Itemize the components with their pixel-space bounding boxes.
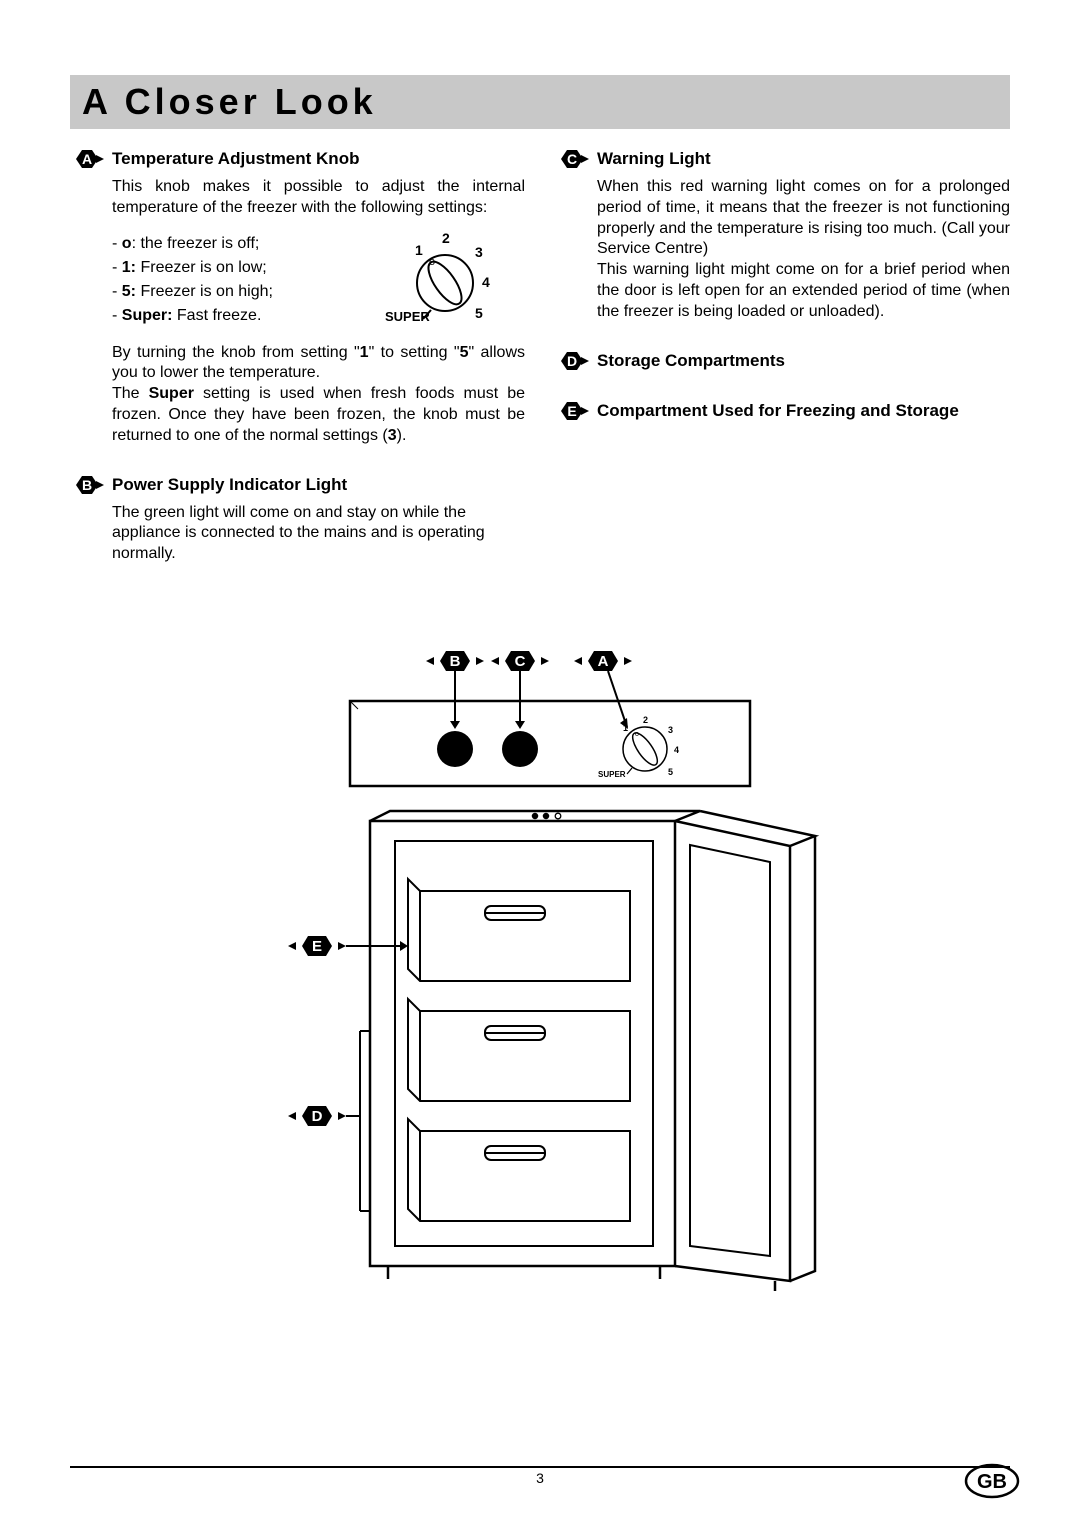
country-badge: GB xyxy=(964,1463,1020,1504)
section-a-para2: By turning the knob from setting "1" to … xyxy=(112,343,525,385)
section-c-body2: This warning light might come on for a b… xyxy=(597,260,1010,322)
section-a-title: Temperature Adjustment Knob xyxy=(112,149,359,169)
freezer-diagram: 1 2 3 4 5 SUPER o B xyxy=(70,631,1010,1291)
page-title: A Closer Look xyxy=(82,81,998,123)
section-c-head: C Warning Light xyxy=(555,147,1010,171)
section-c: C Warning Light When this red warning li… xyxy=(555,147,1010,323)
setting-0: - o: the freezer is off; xyxy=(112,232,273,256)
svg-text:SUPER: SUPER xyxy=(598,770,626,779)
title-bar: A Closer Look xyxy=(70,75,1010,129)
svg-text:2: 2 xyxy=(643,715,648,725)
svg-text:SUPER: SUPER xyxy=(385,309,430,324)
svg-text:A: A xyxy=(598,653,609,670)
svg-text:4: 4 xyxy=(674,745,679,755)
panel-bullet-b-icon: B xyxy=(426,651,484,671)
setting-2: - 5: Freezer is on high; xyxy=(112,280,273,304)
svg-text:C: C xyxy=(567,151,577,167)
settings-list: - o: the freezer is off; - 1: Freezer is… xyxy=(112,232,273,328)
content-columns: A Temperature Adjustment Knob This knob … xyxy=(70,147,1010,591)
svg-text:2: 2 xyxy=(442,230,450,246)
section-b-head: B Power Supply Indicator Light xyxy=(70,473,525,497)
bullet-c-icon: C xyxy=(555,147,589,171)
svg-text:5: 5 xyxy=(668,767,673,777)
section-b-body: The green light will come on and stay on… xyxy=(112,503,525,565)
right-column: C Warning Light When this red warning li… xyxy=(555,147,1010,591)
svg-text:o: o xyxy=(635,731,639,738)
svg-text:4: 4 xyxy=(482,274,490,290)
left-column: A Temperature Adjustment Knob This knob … xyxy=(70,147,525,591)
svg-text:3: 3 xyxy=(475,244,483,260)
setting-1: - 1: Freezer is on low; xyxy=(112,256,273,280)
panel-bullet-c-icon: C xyxy=(491,651,549,671)
svg-text:B: B xyxy=(82,477,92,493)
section-e-title: Compartment Used for Freezing and Storag… xyxy=(597,401,959,421)
section-d: D Storage Compartments xyxy=(555,349,1010,373)
freezer-body-icon xyxy=(370,811,815,1291)
setting-3: - Super: Fast freeze. xyxy=(112,304,273,328)
section-c-title: Warning Light xyxy=(597,149,711,169)
section-b: B Power Supply Indicator Light The green… xyxy=(70,473,525,565)
bullet-d-icon: D xyxy=(555,349,589,373)
svg-text:1: 1 xyxy=(415,242,423,258)
section-a-head: A Temperature Adjustment Knob xyxy=(70,147,525,171)
freezer-bullet-e-icon: E xyxy=(288,936,346,956)
section-d-title: Storage Compartments xyxy=(597,351,785,371)
section-e-head: E Compartment Used for Freezing and Stor… xyxy=(555,399,1010,423)
section-a-para3: The Super setting is used when fresh foo… xyxy=(112,384,525,446)
svg-text:E: E xyxy=(312,938,322,955)
section-e: E Compartment Used for Freezing and Stor… xyxy=(555,399,1010,423)
svg-text:GB: GB xyxy=(977,1471,1007,1493)
svg-text:D: D xyxy=(312,1108,323,1125)
page-footer: 3 GB xyxy=(70,1466,1010,1486)
bullet-a-icon: A xyxy=(70,147,104,171)
page-number: 3 xyxy=(70,1466,1010,1486)
svg-text:D: D xyxy=(567,353,577,369)
svg-text:A: A xyxy=(82,151,92,167)
section-a-intro: This knob makes it possible to adjust th… xyxy=(112,177,525,219)
section-a-settings-row: - o: the freezer is off; - 1: Freezer is… xyxy=(112,225,525,335)
freezer-bullet-d-icon: D xyxy=(288,1106,346,1126)
svg-text:E: E xyxy=(567,403,576,419)
bullet-b-icon: B xyxy=(70,473,104,497)
control-panel-icon: 1 2 3 4 5 SUPER o xyxy=(350,701,750,786)
svg-text:B: B xyxy=(450,653,461,670)
svg-text:o: o xyxy=(429,256,435,268)
svg-text:5: 5 xyxy=(475,305,483,321)
svg-text:3: 3 xyxy=(668,725,673,735)
section-c-body1: When this red warning light comes on for… xyxy=(597,177,1010,260)
section-a: A Temperature Adjustment Knob This knob … xyxy=(70,147,525,447)
knob-dial-icon: 1 2 3 4 5 o SUPER xyxy=(385,225,505,335)
section-b-title: Power Supply Indicator Light xyxy=(112,475,347,495)
section-d-head: D Storage Compartments xyxy=(555,349,1010,373)
svg-text:C: C xyxy=(515,653,526,670)
panel-bullet-a-icon: A xyxy=(574,651,632,671)
bullet-e-icon: E xyxy=(555,399,589,423)
